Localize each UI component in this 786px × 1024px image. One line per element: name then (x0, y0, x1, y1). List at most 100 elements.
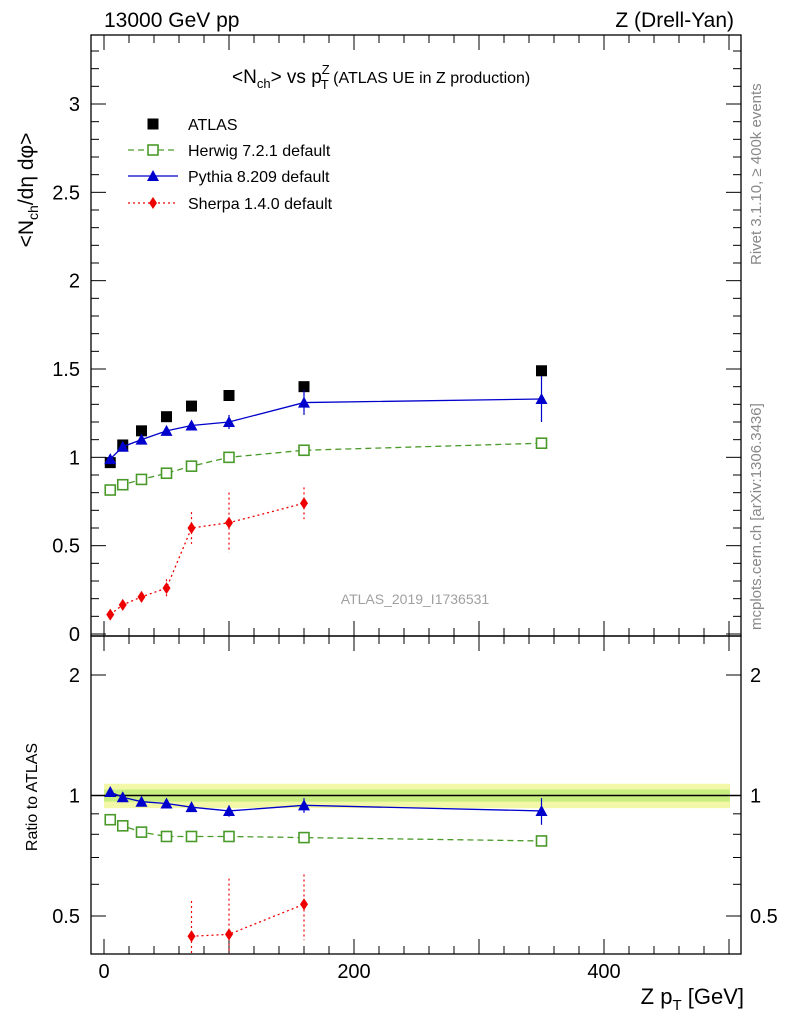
series-1-point (185, 460, 198, 472)
x-tick-label: 200 (337, 961, 370, 983)
series-2-point (535, 393, 548, 405)
series-0-point (536, 365, 547, 377)
series-3-ratio-line (191, 903, 305, 937)
series-3-point (118, 598, 127, 611)
series-3-point (300, 497, 308, 510)
y-label-sub: ch (25, 205, 41, 220)
series-0-point (298, 381, 310, 393)
series-2-point (223, 416, 235, 427)
series-1-ratio-point (298, 831, 310, 844)
series-2-ratio-point (116, 791, 129, 803)
series-1-point (298, 444, 310, 457)
title-rest: (ATLAS UE in Z production) (329, 70, 531, 87)
x-label-main: Z p (641, 984, 673, 1009)
series-2-ratio-point (298, 799, 310, 811)
series-1-ratio-point (116, 820, 129, 832)
legend-label: ATLAS (188, 117, 238, 134)
series-2-ratio-point (160, 797, 173, 809)
series-2-point (160, 424, 173, 436)
series-2-point (185, 419, 198, 431)
series-1-point (223, 451, 235, 464)
series-1-ratio-point (104, 813, 117, 826)
legend-marker (149, 197, 157, 209)
series-2-ratio-point (223, 804, 235, 816)
y-tick-label: 2 (69, 271, 80, 293)
title-main-sub: ch (257, 76, 271, 91)
ratio-reference-band (91, 783, 741, 809)
series-2-ratio-point (135, 795, 148, 807)
y-tick-label: 0 (69, 624, 80, 646)
series-1-ratio-point (135, 826, 148, 838)
series-2-point (135, 433, 148, 445)
chart-title: <Nch> vs pZ T (ATLAS UE in Z production) (232, 62, 530, 92)
ratio-tick-label-right: 0.5 (750, 906, 778, 928)
legend: ATLAS Herwig 7.2.1 default Pythia 8.209 de… (128, 117, 333, 213)
rivet-label: Rivet 3.1.10, ≥ 400k events (748, 83, 765, 265)
series-3-point (106, 608, 115, 621)
x-label-sub: T (672, 997, 681, 1014)
series-2-ratio-point (185, 801, 198, 813)
y-tick-label: 1 (69, 447, 80, 469)
series-2-point (104, 453, 117, 465)
series-1-point (116, 478, 129, 491)
series-0-point (186, 400, 197, 412)
ratio-data-layer (104, 786, 548, 954)
x-tick-label: 400 (587, 961, 620, 983)
series-1-point (104, 484, 117, 496)
y-tick-label: 1.5 (52, 359, 80, 381)
ratio-y-axis-label: Ratio to ATLAS (24, 743, 41, 851)
legend-marker (147, 144, 159, 156)
series-3-ratio-point (187, 930, 196, 943)
title-mid-sub: T (321, 77, 329, 92)
x-axis-label: Z pT [GeV] (641, 984, 744, 1014)
main-axis-ticks: 0 0.5 1 1.5 2 2.5 3 (52, 50, 741, 646)
title-main: <N (232, 67, 257, 88)
y-tick-label: 3 (69, 94, 80, 116)
series-0-point (136, 425, 147, 437)
legend-label: Herwig 7.2.1 default (188, 143, 331, 160)
title-mid: > vs p (271, 67, 322, 88)
legend-marker (147, 170, 159, 181)
series-2-ratio-point (535, 804, 548, 816)
y-label-a: <N (15, 220, 38, 247)
series-0-point (161, 411, 172, 423)
analysis-id: ATLAS_2019_I1736531 (341, 591, 490, 607)
legend-label: Sherpa 1.4.0 default (188, 196, 333, 213)
series-1-ratio-point (160, 830, 173, 843)
x-label-rest: [GeV] (682, 984, 744, 1009)
title-mid-sup: Z (322, 62, 330, 77)
series-3-ratio-point (300, 898, 308, 911)
series-1-point (135, 473, 148, 486)
mcplots-label: mcplots.cern.ch [arXiv:1306.3436] (748, 403, 765, 630)
ratio-tick-label: 1 (69, 786, 80, 808)
ratio-axis-ticks: 0.5 0.5 1 1 2 2 (52, 665, 778, 928)
main-data-layer (104, 365, 548, 621)
series-2-line (109, 398, 542, 460)
y-tick-label: 2.5 (52, 182, 80, 204)
series-1-ratio-line (109, 819, 542, 842)
series-1-ratio-point (185, 830, 198, 843)
series-1-ratio-point (223, 830, 235, 843)
y-label-b: /dη dφ> (15, 133, 38, 206)
ratio-tick-label: 2 (69, 665, 80, 687)
series-1-point (160, 467, 173, 480)
y-axis-label: <Nch/dη dφ> (15, 133, 41, 248)
series-1-point (535, 437, 548, 450)
series-3-point (225, 516, 233, 529)
series-2-ratio-point (104, 786, 117, 798)
series-1-line (109, 442, 542, 491)
ratio-tick-label-right: 2 (750, 665, 761, 687)
x-tick-label: 0 (98, 961, 109, 983)
y-tick-label: 0.5 (52, 536, 80, 558)
series-2-point (298, 396, 310, 408)
series-2-point (116, 440, 129, 452)
ratio-tick-label-right: 1 (750, 786, 761, 808)
series-3-point (137, 590, 146, 603)
series-3-ratio-point (225, 928, 233, 941)
series-3-point (162, 582, 171, 595)
ratio-tick-label: 0.5 (52, 906, 80, 928)
series-1-ratio-point (535, 835, 548, 847)
series-3-point (187, 522, 196, 534)
legend-marker (147, 118, 159, 130)
